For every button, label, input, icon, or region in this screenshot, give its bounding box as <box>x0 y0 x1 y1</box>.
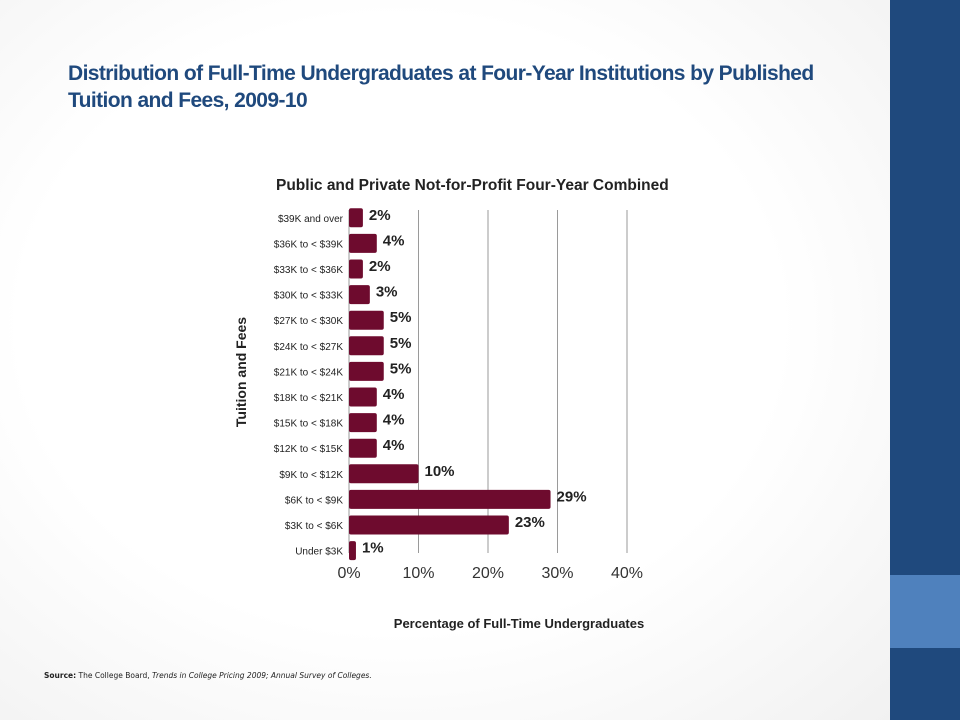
y-tick-label: $27K to < $30K <box>274 316 344 327</box>
y-tick-label: $9K to < $12K <box>279 470 343 481</box>
y-tick-label: $36K to < $39K <box>274 239 344 250</box>
data-labels: 2% 4% 2% 3% 5% 5% 5% 4% 4% 4% 10% 29% 23% 1% <box>362 207 587 557</box>
x-tick-label: 10% <box>402 565 434 582</box>
y-tick-label: $39K and over <box>278 214 344 225</box>
bar <box>349 438 377 458</box>
data-label: 2% <box>369 207 391 224</box>
y-tick-label: $33K to < $36K <box>274 265 344 276</box>
data-label: 10% <box>425 463 455 480</box>
x-tick-label: 30% <box>541 565 573 582</box>
bar <box>349 387 377 407</box>
y-tick-label: $18K to < $21K <box>274 393 344 404</box>
data-label: 4% <box>383 386 405 403</box>
data-label: 4% <box>383 412 405 429</box>
data-label: 4% <box>383 232 405 249</box>
bar <box>349 541 356 561</box>
bar <box>349 285 370 305</box>
y-tick-label: Under $3K <box>295 547 343 558</box>
data-label: 4% <box>383 437 405 454</box>
data-label: 3% <box>376 284 398 301</box>
chart-bars <box>349 208 551 561</box>
side-accent-block <box>890 575 960 648</box>
x-tick-label: 20% <box>472 565 504 582</box>
data-label: 2% <box>369 258 391 275</box>
y-tick-label: $3K to < $6K <box>285 521 343 532</box>
bar <box>349 336 384 356</box>
bar <box>349 489 551 509</box>
y-tick-label: $21K to < $24K <box>274 367 344 378</box>
y-tick-label: $6K to < $9K <box>285 495 343 506</box>
x-tick-label: 0% <box>337 565 360 582</box>
y-tick-label: $12K to < $15K <box>274 444 344 455</box>
data-label: 5% <box>390 335 412 352</box>
bar <box>349 310 384 330</box>
y-tick-label: $15K to < $18K <box>274 419 344 430</box>
y-tick-label: $30K to < $33K <box>274 291 344 302</box>
source-label: Source: <box>44 671 77 680</box>
bar-chart: Public and Private Not-for-Profit Four-Y… <box>233 177 669 631</box>
bar <box>349 233 377 253</box>
bar <box>349 208 363 228</box>
bar <box>349 464 419 484</box>
bar <box>349 413 377 433</box>
x-tick-label: 40% <box>611 565 643 582</box>
source-publication: Trends in College Pricing 2009; Annual S… <box>152 671 372 680</box>
data-label: 23% <box>515 514 545 531</box>
data-label: 1% <box>362 540 384 557</box>
x-tick-labels: 0% 10% 20% 30% 40% <box>337 565 643 582</box>
source-note: Source: The College Board, Trends in Col… <box>44 671 372 680</box>
y-tick-label: $24K to < $27K <box>274 342 344 353</box>
slide-title: Distribution of Full-Time Undergraduates… <box>68 62 814 112</box>
bar <box>349 361 384 381</box>
bar <box>349 515 509 535</box>
bar <box>349 259 363 279</box>
data-label: 29% <box>557 488 587 505</box>
y-tick-labels: $39K and over $36K to < $39K $33K to < $36… <box>274 214 344 558</box>
y-axis-label: Tuition and Fees <box>233 317 249 427</box>
slide-background <box>0 0 890 720</box>
x-axis-label: Percentage of Full-Time Undergraduates <box>394 616 644 631</box>
source-text: The College Board, <box>76 671 153 680</box>
data-label: 5% <box>390 309 412 326</box>
data-label: 5% <box>390 360 412 377</box>
chart-title: Public and Private Not-for-Profit Four-Y… <box>276 177 669 194</box>
